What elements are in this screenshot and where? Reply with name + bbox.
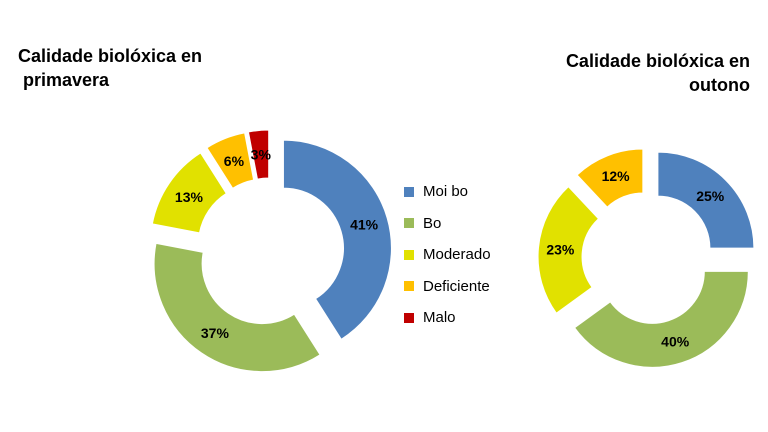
legend-swatch-deficiente [404,281,414,292]
donut-slice-moderado [537,185,600,314]
legend-item-bo: Bo [404,208,491,240]
donut-slice-deficiente [206,132,255,190]
legend-item-moderado: Moderado [404,239,491,271]
legend-item-deficiente: Deficiente [404,271,491,303]
legend-label: Moi bo [423,183,469,201]
legend-swatch-moderado [404,249,414,260]
legend-label: Moderado [423,246,491,264]
legend-swatch-malo [404,312,414,323]
legend-label: Bo [423,214,442,232]
donut-slice-moderado [151,152,227,234]
donut-slice-moi-bo [282,139,392,340]
donut-slice-deficiente [576,148,644,208]
legend-label: Malo [423,309,456,327]
donut-data-label: 3% [251,146,272,162]
donut-data-label: 6% [224,153,245,169]
donut-data-label: 40% [661,334,690,350]
donut-data-label: 13% [175,189,204,205]
donut-slice-bo [153,242,321,373]
donut-data-label: 41% [350,217,379,233]
donut-slice-bo [573,270,749,368]
legend: Moi bo Bo Moderado Deficiente Malo [404,176,491,334]
donut-data-label: 23% [546,242,575,258]
donut-data-label: 12% [602,168,631,184]
donut-slice-moi-bo [657,151,755,249]
legend-swatch-moi-bo [404,186,414,197]
legend-swatch-bo [404,218,414,229]
chart-title-autumn: Calidade biolóxica en outono [565,51,750,95]
legend-item-malo: Malo [404,302,491,334]
donut-data-label: 25% [696,188,725,204]
donut-data-label: 37% [201,325,230,341]
legend-label: Deficiente [423,277,490,295]
legend-item-moi-bo: Moi bo [404,176,491,208]
chart-title-spring: Calidade biolóxica en primavera [18,46,203,90]
donut-slice-malo [247,129,270,180]
